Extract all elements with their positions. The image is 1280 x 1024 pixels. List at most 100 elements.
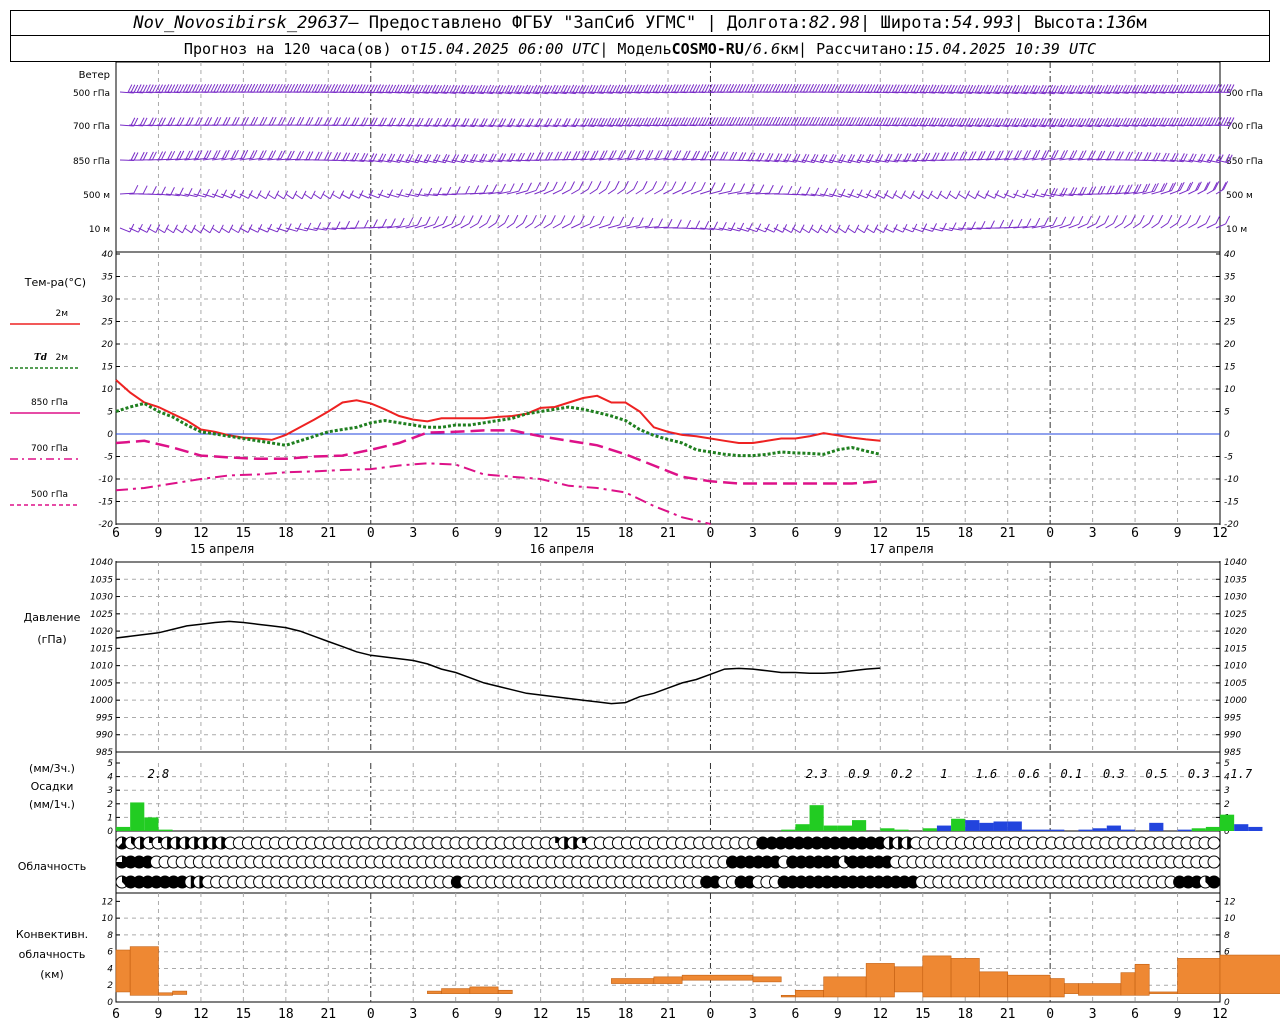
- wind-barb-shaft: [700, 227, 714, 231]
- wind-barb-shaft: [1077, 91, 1092, 95]
- wind-barb-shaft: [994, 193, 1005, 199]
- conv-time-tick-label: 6: [791, 1007, 799, 1022]
- wind-barb-shaft: [1050, 91, 1064, 95]
- wind-barb-shaft: [156, 158, 171, 161]
- wind-barb-feather: [590, 150, 596, 160]
- wind-barb-feather: [850, 154, 855, 164]
- temp-time-tick-label: 18: [957, 526, 973, 541]
- wind-barb-feather: [925, 117, 931, 127]
- wind-barb-shaft: [598, 224, 611, 229]
- altitude-label: | Высота:: [1013, 13, 1106, 33]
- wind-barb-feather: [1142, 183, 1148, 193]
- wind-barb-shaft: [1022, 225, 1036, 229]
- temp-legend-prefix: Td: [34, 353, 48, 363]
- wind-barb-feather: [1211, 84, 1216, 93]
- wind-barb-feather: [535, 182, 541, 191]
- wind-barb-shaft: [387, 225, 401, 229]
- wind-barb-feather: [336, 84, 342, 93]
- wind-barb-shaft: [1022, 91, 1036, 95]
- wind-barb-shaft: [497, 191, 511, 195]
- wind-barb-shaft: [129, 91, 144, 94]
- wind-barb-shaft: [193, 157, 208, 161]
- wind-barb-feather: [747, 223, 753, 232]
- wind-barb-feather: [400, 117, 406, 127]
- wind-barb-feather: [891, 84, 897, 93]
- wind-barb-feather: [207, 117, 213, 126]
- wind-barb-feather: [636, 117, 642, 127]
- pressure-tick-label-right: 1025: [1224, 610, 1247, 620]
- wind-barb-feather: [345, 152, 351, 162]
- wind-barb-shaft: [377, 226, 392, 229]
- wind-barb-feather: [836, 83, 842, 93]
- wind-barb-feather: [639, 149, 645, 159]
- wind-barb-feather: [704, 150, 710, 160]
- temp-time-tick-label: 15: [915, 526, 931, 541]
- wind-barb-feather: [1229, 117, 1235, 126]
- wind-barb-feather: [148, 117, 154, 126]
- wind-barb-feather: [608, 150, 614, 159]
- forecast-label: Прогноз на 120 часа(ов) от: [183, 39, 419, 58]
- wind-barb-feather: [1100, 150, 1106, 160]
- wind-barb-shaft: [1068, 157, 1083, 161]
- conv-tick-label-right: 10: [1224, 914, 1236, 924]
- wind-barb-shaft: [617, 157, 631, 161]
- precip-bar: [965, 820, 980, 831]
- wind-barb-feather: [444, 154, 450, 164]
- wind-barb-feather: [1032, 150, 1038, 159]
- wind-barb-shaft: [562, 91, 576, 95]
- wind-barb-feather: [209, 224, 215, 234]
- wind-barb-feather: [538, 152, 544, 161]
- pressure-tick-label-left: 1010: [90, 662, 113, 672]
- wind-barb-shaft: [672, 158, 687, 161]
- wind-barb-shaft: [184, 227, 192, 234]
- wind-barb-feather: [310, 190, 316, 200]
- wind-barb-feather: [955, 190, 961, 200]
- wind-barb-feather: [652, 84, 658, 93]
- wind-barb-shaft: [985, 158, 1000, 161]
- temp-tick-label-right: 30: [1224, 295, 1236, 305]
- wind-barb-shaft: [497, 91, 511, 95]
- wind-barb-feather: [170, 187, 175, 196]
- wind-barb-feather: [849, 189, 855, 198]
- wind-barb-shaft: [239, 227, 249, 233]
- wind-barb-feather: [167, 84, 173, 93]
- wind-barb-feather: [925, 84, 931, 94]
- wind-barb-feather: [431, 84, 437, 93]
- wind-barb-feather: [741, 117, 747, 126]
- wind-barb-feather: [753, 83, 759, 93]
- wind-barb-feather: [764, 223, 770, 233]
- wind-barb-feather: [621, 118, 627, 127]
- wind-barb-feather: [1201, 84, 1207, 93]
- wind-barb-feather: [357, 84, 363, 93]
- wind-barb-feather: [645, 150, 651, 159]
- temp-time-tick-label: 18: [278, 526, 294, 541]
- precip-bar: [993, 821, 1008, 831]
- wind-barb-feather: [894, 84, 900, 93]
- wind-barb-feather: [435, 154, 441, 164]
- temp-time-tick-label: 0: [1046, 526, 1054, 541]
- wind-barb-shaft: [607, 188, 616, 195]
- wind-barb-feather: [425, 216, 431, 225]
- convective-cloud-bar: [894, 966, 924, 993]
- wind-barb-feather: [839, 117, 845, 126]
- wind-barb-feather: [225, 84, 231, 93]
- wind-barb-feather: [330, 84, 336, 93]
- wind-barb-feather: [658, 84, 664, 94]
- wind-barb-feather: [1223, 181, 1229, 190]
- wind-barb-feather: [382, 117, 387, 127]
- wind-barb-feather: [992, 117, 998, 127]
- wind-barb-feather: [989, 220, 995, 229]
- wind-barb-shaft: [1142, 159, 1157, 162]
- wind-barb-feather: [879, 84, 885, 93]
- wind-barb-feather: [747, 152, 753, 161]
- wind-barb-feather: [142, 84, 148, 94]
- wind-barb-feather: [1146, 118, 1152, 127]
- wind-barb-shaft: [432, 223, 444, 229]
- wind-barb-shaft: [635, 188, 644, 195]
- wind-barb-shaft: [497, 222, 505, 229]
- wind-barb-feather: [652, 181, 658, 190]
- header-line-1: Nov_Novosibirsk_29637 — Предоставлено ФГ…: [10, 10, 1270, 36]
- wind-barb-feather: [203, 150, 209, 159]
- wind-barb-feather: [1160, 183, 1166, 192]
- wind-barb-feather: [1186, 84, 1192, 93]
